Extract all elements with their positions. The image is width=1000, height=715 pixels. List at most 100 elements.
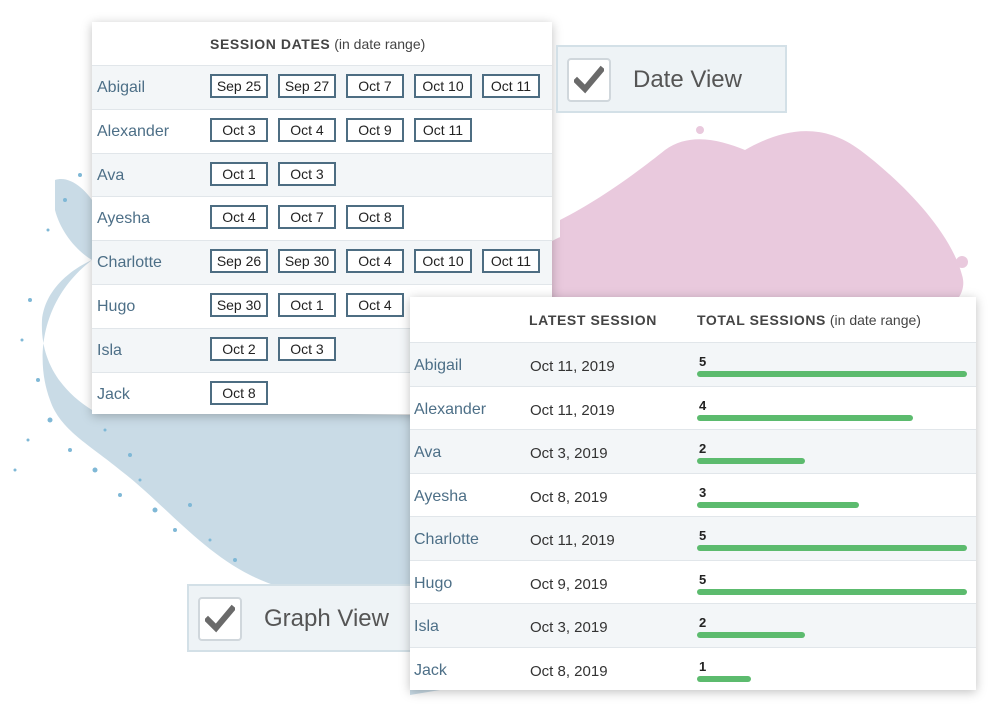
student-name[interactable]: Hugo [97,297,136,315]
latest-session-date: Oct 8, 2019 [530,662,608,680]
student-name[interactable]: Ayesha [414,487,468,505]
session-dates-rows: Abigail Sep 25 Sep 27 Oct 7 Oct 10 Oct 11 Alex… [92,65,552,414]
date-view-toggle[interactable]: Date View [556,45,787,113]
session-date-chip[interactable]: Sep 30 [210,292,268,317]
session-date-chip[interactable]: Oct 7 [278,205,336,230]
session-date-chips: Sep 26 Sep 30 Oct 4 Oct 10 Oct 11 [210,249,550,274]
session-date-chip[interactable]: Sep 26 [210,249,268,274]
session-dates-row: Hugo Sep 30 Oct 1 Oct 4 [92,283,552,328]
session-count: 5 [699,354,707,369]
date-view-label: Date View [633,66,742,93]
session-date-chip[interactable]: Oct 3 [210,117,268,142]
session-count: 1 [699,658,707,674]
student-name[interactable]: Ayesha [97,210,151,228]
latest-session-date: Oct 11, 2019 [530,532,615,549]
session-dates-heading: SESSION DATES (in date range) [210,36,425,52]
student-name[interactable]: Ava [97,166,125,184]
total-sessions-row: Charlotte Oct 11, 2019 5 [410,516,976,560]
session-date-chips: Oct 8 [210,380,278,405]
graph-view-checkbox[interactable] [198,597,242,641]
session-count-bar [697,588,967,595]
student-name[interactable]: Charlotte [414,531,479,548]
pink-splash [540,126,968,330]
checkmark-icon [574,65,604,94]
session-date-chip[interactable]: Oct 1 [210,161,268,186]
total-sessions-title: TOTAL SESSIONS [697,312,826,328]
session-date-chip[interactable]: Sep 25 [210,74,268,98]
session-date-chips: Oct 1 Oct 3 [210,161,346,186]
session-count-bar [697,371,967,377]
latest-session-date: Oct 8, 2019 [530,488,608,506]
session-dates-note: (in date range) [330,36,426,52]
session-count: 4 [699,397,707,413]
latest-session-date: Oct 9, 2019 [530,575,608,593]
session-dates-row: Abigail Sep 25 Sep 27 Oct 7 Oct 10 Oct 11 [92,65,552,109]
session-date-chip[interactable]: Oct 7 [346,74,404,98]
latest-session-date: Oct 3, 2019 [530,445,608,462]
session-dates-row: Ava Oct 1 Oct 3 [92,152,552,197]
student-name[interactable]: Hugo [414,574,453,592]
student-name[interactable]: Charlotte [97,254,162,272]
total-sessions-row: Abigail Oct 11, 2019 5 [410,342,976,386]
total-sessions-rows: Abigail Oct 11, 2019 5 Alexander Oct 11, 201… [410,342,976,690]
student-name[interactable]: Alexander [97,122,170,140]
session-date-chip[interactable]: Oct 10 [414,249,472,274]
student-name[interactable]: Jack [414,661,447,679]
session-date-chip[interactable]: Oct 1 [278,292,336,317]
total-sessions-heading: TOTAL SESSIONS (in date range) [697,312,921,328]
student-name[interactable]: Isla [414,618,439,635]
total-sessions-row: Ava Oct 3, 2019 2 [410,429,976,473]
student-name[interactable]: Ava [414,444,442,461]
total-sessions-row: Hugo Oct 9, 2019 5 [410,559,976,604]
blue-splatter-dots [13,173,237,562]
session-date-chip[interactable]: Oct 8 [346,205,404,230]
session-dates-row: Ayesha Oct 4 Oct 7 Oct 8 [92,196,552,240]
date-view-checkbox[interactable] [567,58,611,102]
session-date-chip[interactable]: Oct 9 [346,117,404,142]
session-date-chip[interactable]: Oct 4 [210,205,268,230]
session-date-chip[interactable]: Oct 3 [278,161,336,186]
session-dates-table: SESSION DATES (in date range) Abigail Sep… [92,22,552,414]
session-dates-header: SESSION DATES (in date range) [92,22,552,65]
session-count-bar [697,414,913,421]
latest-session-date: Oct 11, 2019 [530,358,615,375]
graph-view-label: Graph View [264,605,389,632]
total-sessions-row: Isla Oct 3, 2019 2 [410,603,976,647]
session-date-chip[interactable]: Oct 4 [346,292,404,317]
session-date-chips: Oct 3 Oct 4 Oct 9 Oct 11 [210,117,482,142]
session-date-chip[interactable]: Oct 8 [210,380,268,405]
session-count: 2 [699,615,707,630]
total-sessions-row: Jack Oct 8, 2019 1 [410,646,976,691]
session-date-chip[interactable]: Oct 3 [278,336,336,361]
session-date-chip[interactable]: Oct 10 [414,74,472,98]
latest-session-date: Oct 11, 2019 [530,401,615,419]
latest-session-date: Oct 3, 2019 [530,619,608,636]
student-name[interactable]: Jack [97,385,130,403]
student-name[interactable]: Abigail [97,79,146,96]
total-sessions-row: Ayesha Oct 8, 2019 3 [410,472,976,517]
session-dates-row: Jack Oct 8 [92,371,552,414]
student-name[interactable]: Abigail [414,357,463,374]
session-dates-row: Alexander Oct 3 Oct 4 Oct 9 Oct 11 [92,108,552,153]
session-count-bar [697,501,859,508]
session-count-bar [697,545,967,551]
session-date-chips: Sep 25 Sep 27 Oct 7 Oct 10 Oct 11 [210,74,550,98]
session-dates-title: SESSION DATES [210,36,331,52]
session-date-chip[interactable]: Oct 4 [278,117,336,142]
total-sessions-header: LATEST SESSION TOTAL SESSIONS (in date r… [410,297,976,342]
session-date-chip[interactable]: Oct 2 [210,336,268,361]
student-name[interactable]: Alexander [414,400,487,418]
student-name[interactable]: Isla [97,341,122,359]
session-dates-row: Charlotte Sep 26 Sep 30 Oct 4 Oct 10 Oct 11 [92,240,552,284]
session-date-chip[interactable]: Oct 11 [482,249,540,274]
graph-view-toggle[interactable]: Graph View [187,584,412,652]
session-date-chip[interactable]: Oct 11 [414,117,472,142]
session-date-chip[interactable]: Sep 30 [278,249,336,274]
session-date-chips: Oct 4 Oct 7 Oct 8 [210,205,414,230]
session-date-chip[interactable]: Oct 11 [482,74,540,98]
session-count: 5 [699,571,707,587]
session-count-bar [697,458,805,464]
session-date-chip[interactable]: Oct 4 [346,249,404,274]
session-date-chip[interactable]: Sep 27 [278,74,336,98]
